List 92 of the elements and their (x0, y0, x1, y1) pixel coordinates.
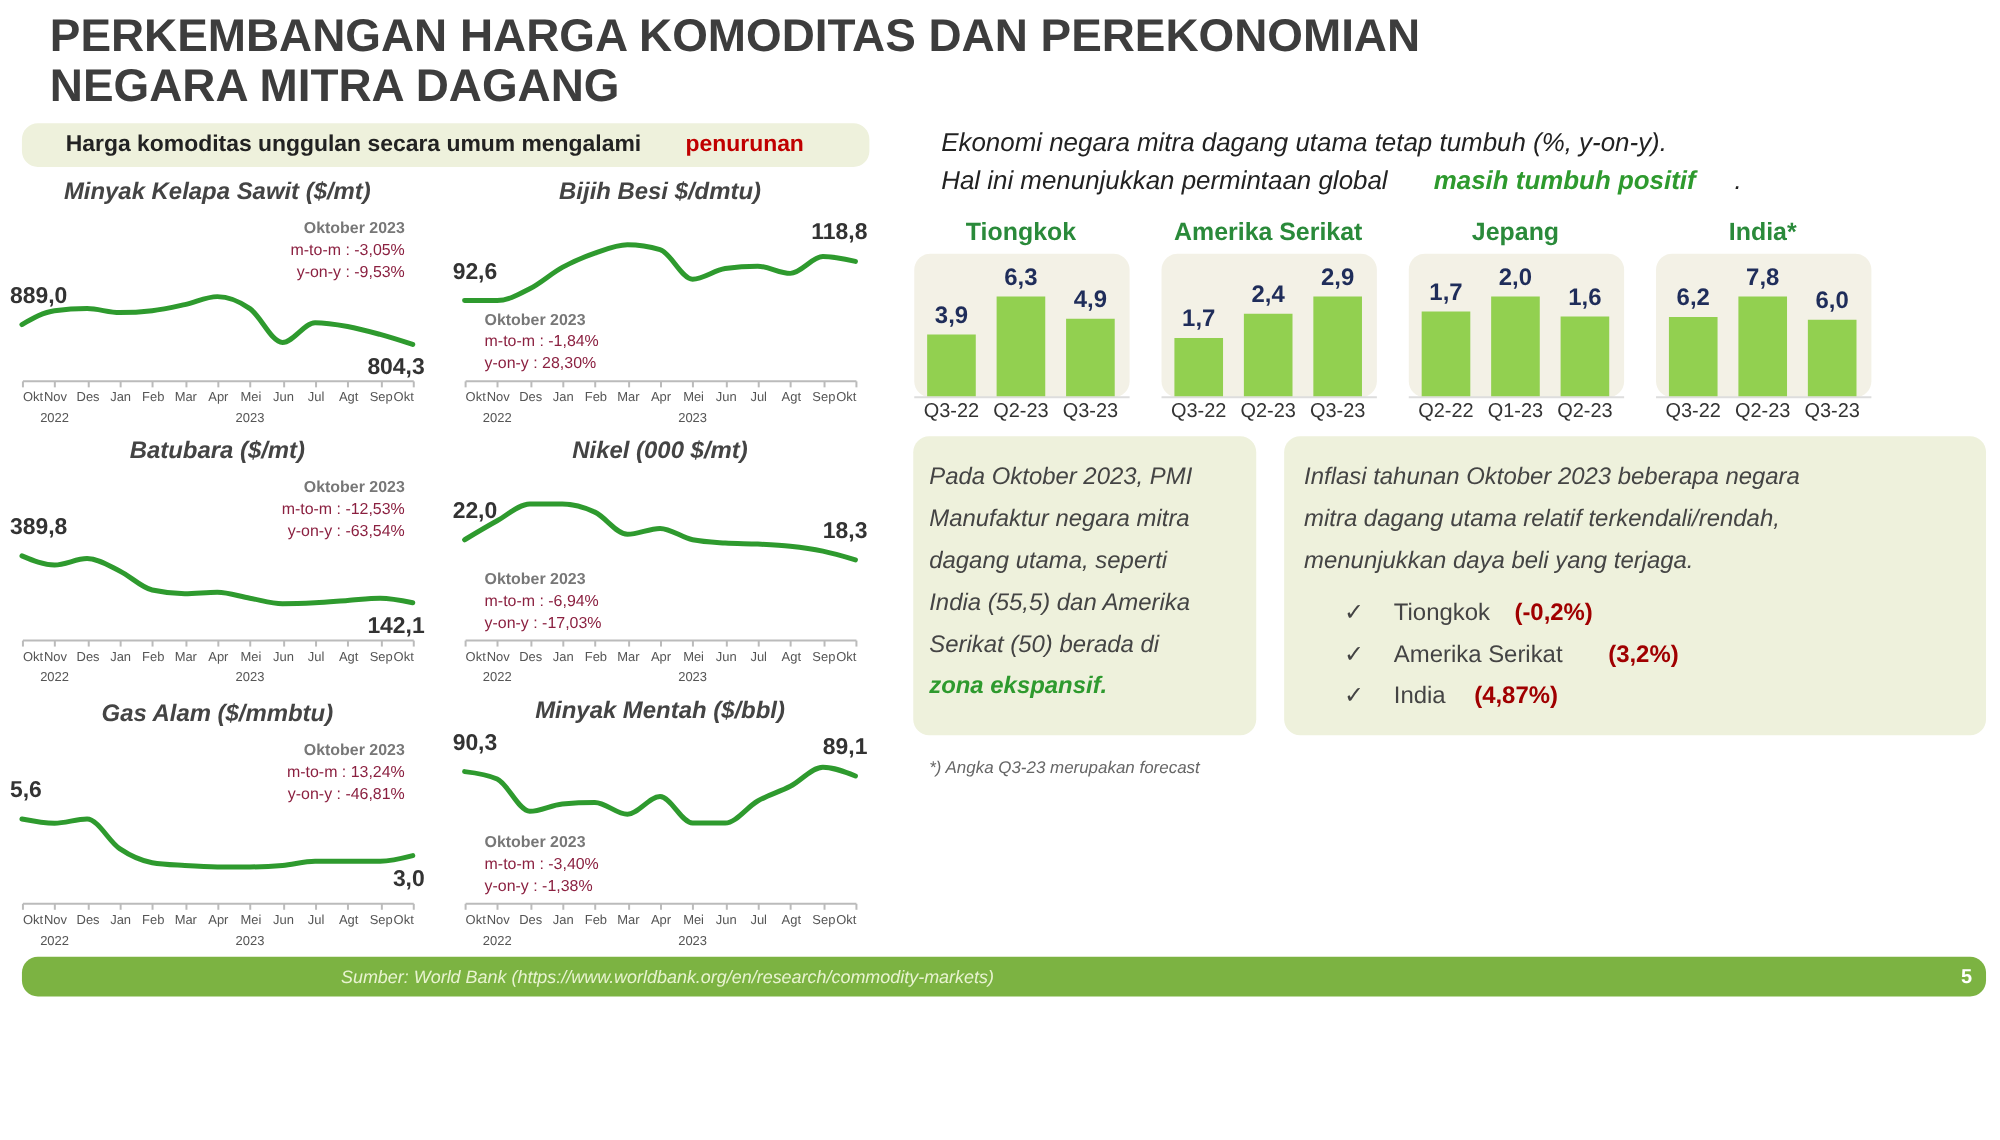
data-label: 3,0 (392, 867, 425, 892)
data-label: 7,8 (1746, 262, 1781, 291)
text: Harga komoditas unggulan secara umum mengalami (65, 133, 642, 158)
data-label: 2,4 (1251, 279, 1286, 308)
text: Sumber: World Bank (https://www.worldbank.org/en/research/commodity-markets) (340, 966, 994, 987)
text: m-to-m : 13,24% (286, 763, 405, 782)
chart-title: Bijih Besi $/dmtu) (559, 176, 761, 205)
text: India (55,5) dan Amerika (929, 587, 1191, 616)
x-tick-label: Q1-23 (1487, 401, 1545, 424)
data-label: 18,3 (822, 519, 868, 544)
text: menunjukkan daya beli yang terjaga. (1304, 545, 1694, 574)
text: y-on-y : -9,53% (296, 262, 405, 281)
data-label: 2,0 (1498, 262, 1533, 291)
text: (-0,2%) (1514, 597, 1593, 626)
data-label: 889,0 (9, 284, 68, 309)
text: Serikat (50) berada di (929, 629, 1160, 658)
text: y-on-y : -17,03% (484, 613, 602, 632)
text: Oktober 2023 (484, 310, 587, 329)
data-label: 804,3 (367, 356, 425, 381)
text: ✓ (1343, 597, 1364, 626)
data-label: 142,1 (367, 614, 426, 639)
text: *) Angka Q3-23 merupakan forecast (929, 757, 1202, 778)
text: PERKEMBANGAN HARGA KOMODITAS DAN PEREKONOMIAN NEGARA MITRA DAGANG (49, 9, 1421, 112)
text: m-to-m : -12,53% (281, 499, 405, 518)
text: Hal ini menunjukkan permintaan global (941, 164, 1390, 195)
data-label: 92,6 (452, 260, 498, 285)
x-tick-label: Q3-23 (1309, 401, 1367, 424)
chart-title: Amerika Serikat (1174, 217, 1363, 246)
x-tick-label: Q2-22 (1418, 401, 1475, 424)
text: m-to-m : -3,40% (484, 854, 599, 873)
text: Inflasi tahunan Oktober 2023 beberapa negara (1304, 462, 1801, 491)
data-label: 4,9 (1073, 284, 1108, 313)
text: dagang utama, seperti (929, 545, 1168, 574)
chart-title: Nikel (000 $/mt) (572, 436, 748, 465)
chart-title: Batubara ($/mt) (129, 436, 306, 465)
text: y-on-y : -1,38% (484, 876, 593, 895)
text: m-to-m : -6,94% (484, 591, 599, 610)
text: Oktober 2023 (484, 569, 587, 588)
text: Pada Oktober 2023, PMI (929, 462, 1194, 491)
text: zona ekspansif. (927, 671, 1108, 700)
x-tick-label: Q2-23 (993, 401, 1050, 424)
chart-title: Tiongkok (965, 217, 1077, 246)
text: Oktober 2023 (303, 741, 406, 760)
text: Oktober 2023 (303, 478, 406, 497)
text: 5 (1960, 966, 1973, 989)
chart-title: Minyak Kelapa Sawit ($/mt) (63, 176, 371, 205)
data-label: 389,8 (9, 515, 69, 540)
text: mitra dagang utama relatif terkendali/rendah, (1304, 503, 1780, 532)
text: y-on-y : 28,30% (484, 354, 597, 373)
data-label: 5,6 (9, 779, 42, 804)
data-label: 1,6 (1568, 282, 1603, 311)
data-label: 90,3 (452, 731, 498, 756)
chart-title: Jepang (1471, 217, 1560, 246)
text: penurunan (685, 133, 804, 158)
data-label: 6,3 (1004, 262, 1039, 291)
x-tick-label: Q2-23 (1240, 401, 1297, 424)
data-label: 3,9 (934, 300, 969, 329)
text: y-on-y : -46,81% (287, 785, 405, 804)
x-tick-label: Q3-23 (1804, 401, 1861, 424)
text: masih tumbuh positif (1433, 164, 1700, 195)
text: (4,87%) (1474, 681, 1558, 710)
x-tick-label: Q2-23 (1734, 401, 1792, 424)
text: m-to-m : -3,05% (290, 240, 405, 259)
x-tick-label: Q2-23 (1557, 401, 1614, 424)
data-label: 6,0 (1815, 285, 1850, 314)
data-label: 1,7 (1182, 303, 1217, 332)
text: m-to-m : -1,84% (484, 332, 599, 351)
text: Oktober 2023 (303, 218, 406, 237)
x-tick-label: Q3-23 (1062, 401, 1120, 424)
x-tick-label: Q3-22 (1171, 401, 1228, 424)
text: Amerika Serikat (1393, 639, 1564, 668)
data-label: 22,0 (452, 499, 498, 524)
text: . (1734, 164, 1742, 195)
chart-title: Minyak Mentah ($/bbl) (535, 695, 785, 724)
text: (3,2%) (1608, 639, 1679, 668)
text: Tiongkok (1393, 597, 1490, 626)
chart-title: Gas Alam ($/mmbtu) (101, 699, 334, 728)
data-label: 6,2 (1676, 283, 1711, 312)
data-label: 118,8 (811, 221, 869, 246)
data-label: 1,7 (1429, 277, 1464, 306)
data-label: 89,1 (822, 736, 869, 761)
x-tick-label: Q3-22 (923, 401, 981, 424)
text: Manufaktur negara mitra (929, 503, 1191, 532)
text: Ekonomi negara mitra dagang utama tetap tumbuh (%, y-on-y). (941, 127, 1667, 158)
text: India (1393, 681, 1447, 710)
text: Oktober 2023 (484, 832, 587, 851)
text: ✓ (1343, 639, 1364, 668)
x-tick-label: Q3-22 (1665, 401, 1722, 424)
chart-title: India* (1728, 217, 1797, 246)
data-label: 2,9 (1321, 262, 1355, 291)
text: ✓ (1343, 681, 1364, 710)
text: y-on-y : -63,54% (287, 521, 405, 540)
